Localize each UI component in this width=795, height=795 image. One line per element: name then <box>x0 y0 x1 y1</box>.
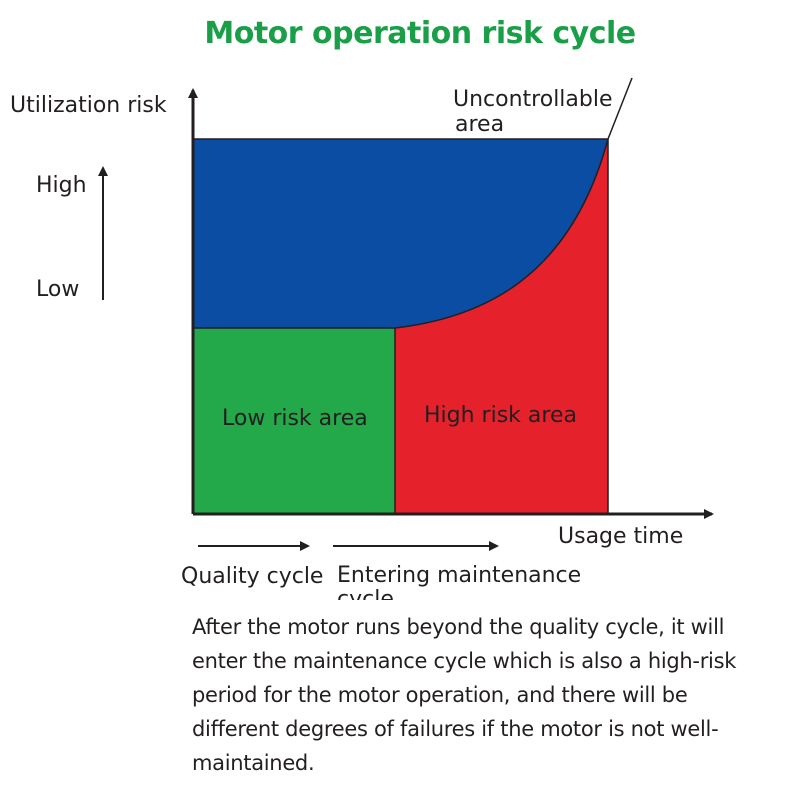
y-axis-label: Utilization risk <box>10 93 167 118</box>
high-risk-area <box>395 139 608 514</box>
maintenance-cycle-label-line2: cycle <box>337 587 394 600</box>
high-risk-label: High risk area <box>424 403 577 428</box>
x-axis-label: Usage time <box>558 524 683 549</box>
maintenance-cycle-label-line1: Entering maintenance <box>337 563 581 588</box>
risk-cycle-diagram: Utilization risk High Low Uncontrollable… <box>10 77 714 600</box>
description-text: After the motor runs beyond the quality … <box>192 615 737 775</box>
risk-curve <box>193 138 609 329</box>
diagram-title: Motor operation risk cycle <box>204 16 636 51</box>
uncontrollable-label-line1: Uncontrollable <box>453 87 613 112</box>
low-risk-area <box>193 328 395 514</box>
risk-high-label: High <box>36 173 87 198</box>
risk-low-label: Low <box>36 277 79 302</box>
quality-cycle-label: Quality cycle <box>181 564 323 589</box>
uncontrollable-label-line2: area <box>455 112 504 137</box>
uncontrollable-leader-line <box>607 77 633 140</box>
low-risk-label: Low risk area <box>222 406 368 431</box>
